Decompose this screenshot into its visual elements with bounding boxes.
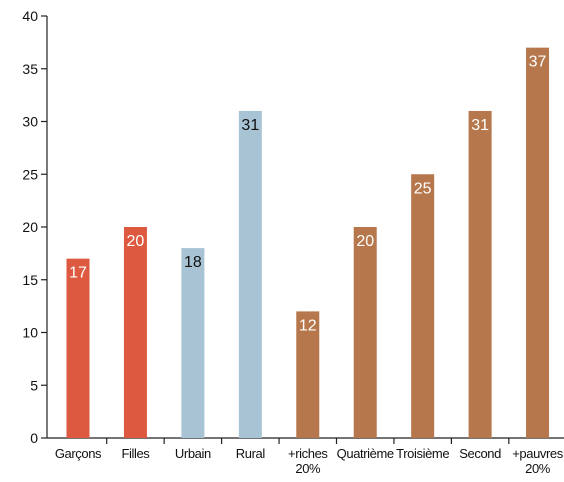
y-tick-label: 15 (22, 272, 38, 288)
category-label: 20% (525, 461, 551, 476)
bar (353, 227, 377, 438)
bar (526, 47, 550, 439)
y-tick-label: 40 (22, 8, 38, 24)
bar-value-label: 18 (184, 254, 202, 271)
category-label: Troisième (396, 446, 449, 461)
category-label: Rural (236, 446, 266, 461)
y-tick-label: 0 (30, 430, 38, 446)
category-label: Quatrième (337, 446, 394, 461)
bar (468, 110, 492, 438)
bar (411, 174, 435, 438)
y-tick-label: 5 (30, 377, 38, 393)
y-tick-label: 20 (22, 219, 38, 235)
category-labels: Garçons Filles Urbain Rural +riches20%Quatri… (55, 446, 564, 476)
bar-value-label: 25 (414, 180, 432, 197)
bar-value-label: 17 (69, 265, 87, 282)
y-tick-label: 10 (22, 325, 38, 341)
bar (66, 258, 90, 438)
bar-value-label: 12 (299, 317, 317, 334)
bars (66, 47, 550, 439)
category-label: +riches (288, 446, 328, 461)
bar-value-label: 31 (471, 117, 489, 134)
category-label: +pauvres (512, 446, 564, 461)
y-tick-label: 25 (22, 166, 38, 182)
bar-value-label: 31 (241, 117, 259, 134)
bar (123, 227, 147, 438)
bar (181, 248, 205, 438)
data-labels: 17 20 18 31 12 20 25 31 37 (69, 54, 546, 335)
bar (296, 311, 320, 438)
bar (238, 110, 262, 438)
category-label: 20% (295, 461, 321, 476)
category-label: Second (459, 446, 501, 461)
bar-value-label: 20 (356, 233, 374, 250)
category-label: Filles (121, 446, 150, 461)
category-label: Garçons (55, 446, 102, 461)
y-tick-label: 30 (22, 114, 38, 130)
category-label: Urbain (175, 446, 211, 461)
bar-value-label: 20 (127, 233, 145, 250)
y-tick-label: 35 (22, 61, 38, 77)
bar-value-label: 37 (529, 54, 547, 71)
